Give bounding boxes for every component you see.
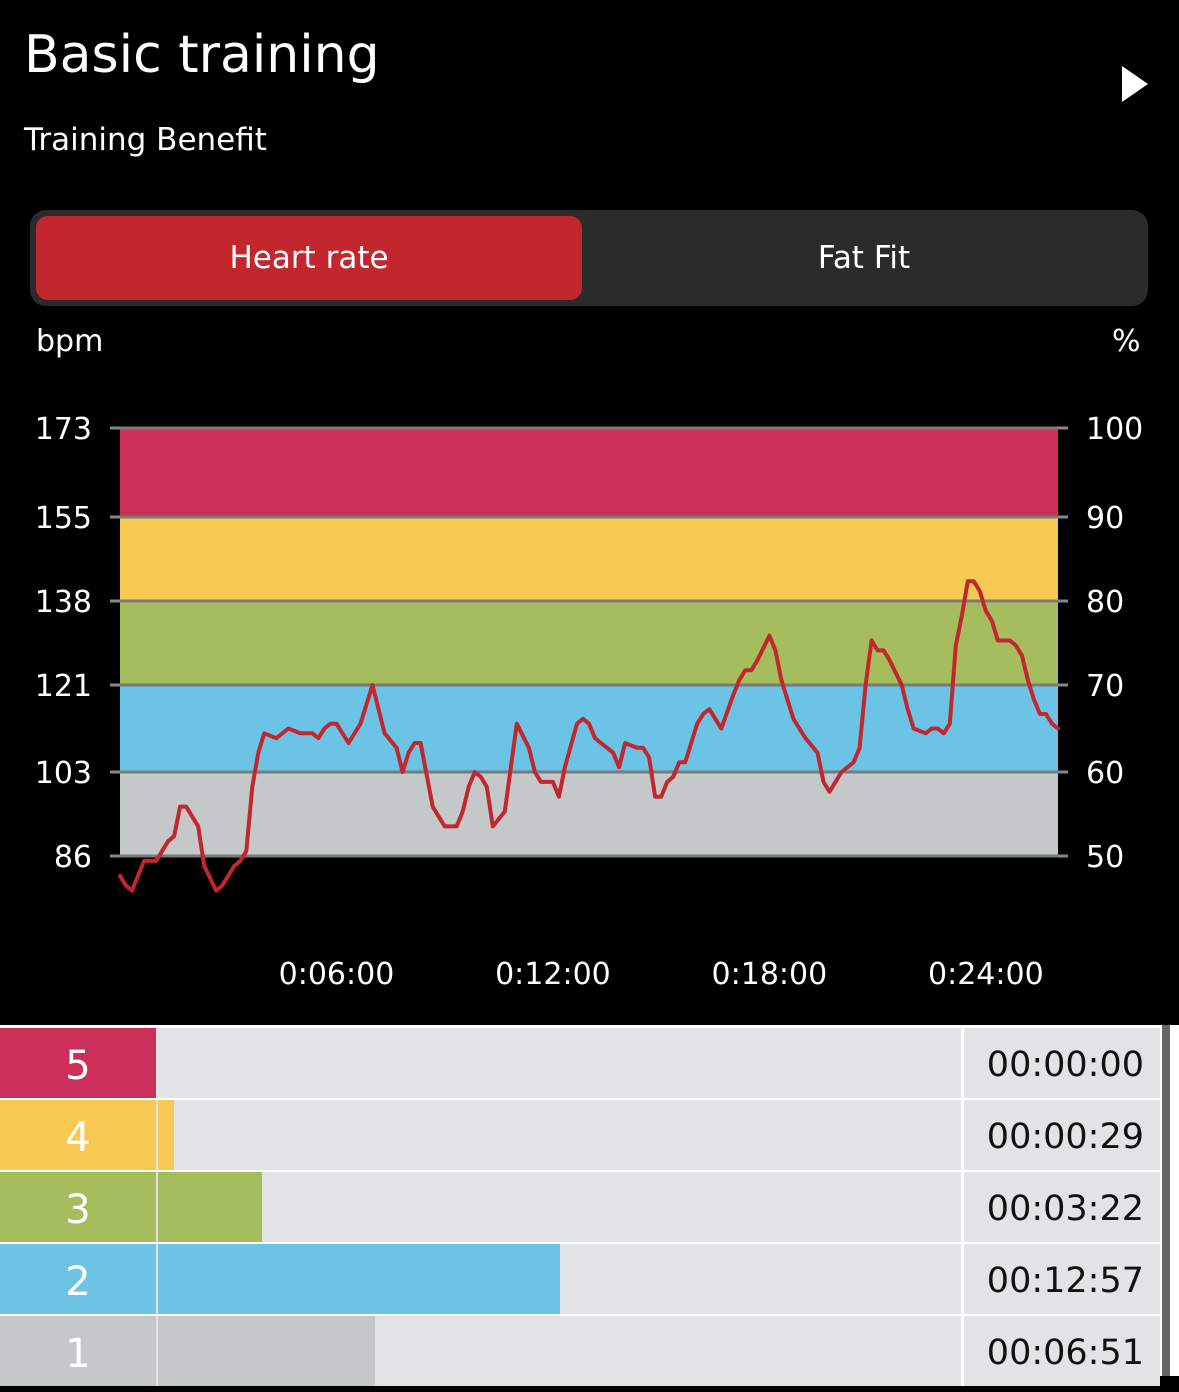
scrollbar[interactable] xyxy=(1162,1025,1170,1376)
zone-number: 5 xyxy=(0,1028,156,1098)
column-divider xyxy=(961,1172,964,1242)
y-tick-label: 155 xyxy=(35,501,92,536)
zone-table: 5 00:00:00 4 00:00:29 3 00:03:22 2 00:12:57 1 00:… xyxy=(0,1025,1179,1386)
zone-number: 1 xyxy=(0,1316,156,1386)
zone-duration-bar xyxy=(158,1172,262,1242)
zone-row-3[interactable]: 3 00:03:22 xyxy=(0,1172,1160,1242)
heart-rate-chart: 173 100 155 90 138 80 121 70 103 60 86 50 0:06:00 0:1… xyxy=(35,412,1144,992)
zone-duration-bar xyxy=(158,1316,375,1386)
zone-number: 4 xyxy=(0,1100,156,1170)
y-tick-label: 103 xyxy=(35,756,92,791)
page-title: Basic training xyxy=(24,25,380,85)
zone-band-1 xyxy=(120,772,1058,856)
x-tick-label: 0:18:00 xyxy=(712,957,828,992)
zone-row-4[interactable]: 4 00:00:29 xyxy=(0,1100,1160,1170)
column-divider xyxy=(961,1316,964,1386)
y-tick-label: 121 xyxy=(35,669,92,704)
y-tick-label: 86 xyxy=(54,840,92,875)
page-subtitle: Training Benefit xyxy=(24,122,267,158)
y-tick-label: 138 xyxy=(35,585,92,620)
x-tick-label: 0:06:00 xyxy=(279,957,395,992)
zone-time: 00:06:51 xyxy=(986,1333,1144,1373)
zone-time: 00:00:00 xyxy=(986,1045,1144,1085)
y2-tick-label: 90 xyxy=(1086,501,1124,536)
zone-number: 2 xyxy=(0,1244,156,1314)
zone-duration-bar xyxy=(158,1100,174,1170)
column-divider xyxy=(961,1028,964,1098)
y2-tick-label: 60 xyxy=(1086,756,1124,791)
zone-row-5[interactable]: 5 00:00:00 xyxy=(0,1028,1160,1098)
zone-band-5 xyxy=(120,428,1058,517)
y-axis-unit: bpm xyxy=(36,324,104,359)
y-tick-label: 173 xyxy=(35,412,92,447)
x-tick-label: 0:24:00 xyxy=(928,957,1044,992)
tab-heart-rate[interactable]: Heart rate xyxy=(36,216,582,300)
column-divider xyxy=(961,1100,964,1170)
y2-tick-label: 100 xyxy=(1086,412,1143,447)
y2-axis-unit: % xyxy=(1112,324,1141,359)
play-icon[interactable] xyxy=(1112,62,1156,106)
column-divider xyxy=(961,1244,964,1314)
y2-tick-label: 50 xyxy=(1086,840,1124,875)
zone-band-3 xyxy=(120,601,1058,685)
zone-row-2[interactable]: 2 00:12:57 xyxy=(0,1244,1160,1314)
zone-time: 00:00:29 xyxy=(986,1117,1144,1157)
tab-fat-fit[interactable]: Fat Fit xyxy=(817,240,911,276)
y2-tick-label: 70 xyxy=(1086,669,1124,704)
zone-row-1[interactable]: 1 00:06:51 xyxy=(0,1316,1160,1386)
heart-rate-line xyxy=(118,579,1060,893)
zone-time: 00:03:22 xyxy=(986,1189,1144,1229)
view-toggle: Heart rate Fat Fit xyxy=(30,210,1148,306)
zone-band-4 xyxy=(120,517,1058,601)
zone-number: 3 xyxy=(0,1172,156,1242)
y2-tick-label: 80 xyxy=(1086,585,1124,620)
zone-duration-bar xyxy=(158,1244,560,1314)
zone-time: 00:12:57 xyxy=(986,1261,1144,1301)
x-tick-label: 0:12:00 xyxy=(495,957,611,992)
